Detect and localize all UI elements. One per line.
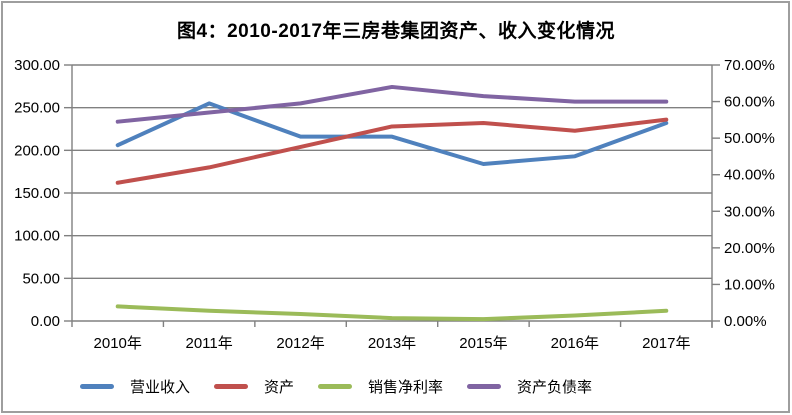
y-axis-right-label: 20.00% [724, 240, 775, 257]
y-axis-left-label: 100.00 [14, 228, 60, 245]
legend-label-net-profit-margin: 销售净利率 [368, 379, 444, 396]
legend-swatch-total-assets [214, 384, 249, 389]
x-axis-label: 2012年 [276, 335, 324, 352]
legend-item-operating-revenue: 营业收入 [80, 376, 190, 397]
y-axis-left-label: 0.00 [31, 313, 60, 330]
y-axis-right-label: 30.00% [724, 203, 775, 220]
legend-item-net-profit-margin: 销售净利率 [318, 376, 443, 397]
y-axis-left-label: 300.00 [14, 57, 60, 74]
series-line-debt-asset-ratio [115, 84, 669, 124]
y-axis-right-label: 60.00% [724, 94, 775, 111]
legend-label-debt-asset-ratio: 资产负债率 [517, 379, 593, 396]
x-axis-label: 2011年 [186, 335, 233, 352]
x-axis-label: 2016年 [551, 335, 599, 352]
y-axis-left-label: 200.00 [14, 142, 60, 159]
y-axis-left-label: 250.00 [14, 100, 60, 117]
y-axis-right-label: 40.00% [724, 167, 775, 184]
x-axis-label: 2010年 [94, 335, 142, 352]
legend-swatch-operating-revenue [80, 384, 114, 389]
chart-title: 图4：2010-2017年三房巷集团资产、收入变化情况 [177, 21, 615, 42]
series-line-net-profit-margin [115, 304, 669, 322]
y-axis-left-label: 150.00 [14, 185, 60, 202]
series-line-total-assets [115, 117, 669, 185]
y-axis-right-label: 0.00% [724, 313, 767, 330]
y-axis-right-label: 50.00% [724, 130, 775, 147]
legend-swatch-net-profit-margin [318, 384, 353, 389]
legend-label-total-assets: 资产 [264, 379, 295, 396]
y-axis-right-label: 70.00% [724, 57, 775, 74]
series-line-operating-revenue [115, 101, 669, 166]
x-axis-label: 2015年 [459, 335, 507, 352]
legend-swatch-debt-asset-ratio [467, 384, 502, 389]
legend-item-debt-asset-ratio: 资产负债率 [467, 376, 592, 397]
y-axis-right-label: 10.00% [724, 276, 775, 293]
legend-item-total-assets: 资产 [214, 376, 294, 397]
y-axis-left-label: 50.00 [22, 270, 60, 287]
x-axis-label: 2013年 [368, 335, 416, 352]
legend-label-operating-revenue: 营业收入 [130, 379, 191, 396]
chart-legend: 营业收入 资产 销售净利率 资产负债率 [80, 376, 592, 397]
x-axis-label: 2017年 [642, 335, 690, 352]
